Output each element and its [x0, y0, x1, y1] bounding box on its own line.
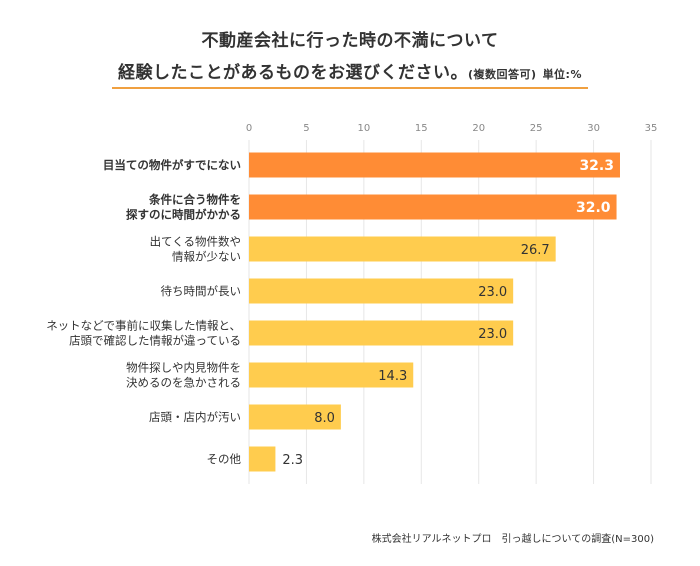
bar-value-label: 2.3: [282, 453, 303, 468]
bar-value-label: 32.3: [579, 158, 614, 174]
source-note: 株式会社リアルネットプロ 引っ越しについての調査(N=300): [371, 534, 654, 545]
title-underline: [112, 87, 588, 89]
bar-value-label: 14.3: [378, 369, 407, 384]
chart-title-line2-text: 経験したことがあるものをお選びください。: [118, 63, 468, 83]
bar: [249, 152, 620, 178]
category-label: 待ち時間が長い: [161, 284, 242, 298]
bar-value-label: 23.0: [478, 327, 507, 342]
category-label: 店頭・店内が汚い: [149, 410, 241, 424]
x-tick-label: 10: [357, 123, 370, 134]
chart-unit-label: 単位:%: [542, 68, 582, 81]
bar: [249, 278, 514, 304]
bar-value-label: 26.7: [521, 243, 550, 258]
bar-value-label: 23.0: [478, 285, 507, 300]
category-label: 情報が少ない: [172, 250, 241, 264]
x-tick-label: 0: [246, 123, 252, 134]
bar: [249, 236, 556, 262]
category-label: 決めるのを急かされる: [126, 376, 241, 390]
chart-title-note: (複数回答可): [468, 68, 537, 81]
x-tick-label: 15: [415, 123, 428, 134]
x-tick-label: 25: [530, 123, 543, 134]
x-tick-label: 30: [587, 123, 600, 134]
category-label: 物件探しや内見物件を: [126, 361, 241, 375]
bar: [249, 320, 514, 346]
bar: [249, 404, 341, 430]
bar: [249, 194, 617, 220]
bar: [249, 362, 414, 388]
x-tick-label: 5: [303, 123, 309, 134]
x-tick-label: 35: [645, 123, 658, 134]
chart-title-line2: 経験したことがあるものをお選びください。(複数回答可) 単位:%: [0, 58, 700, 83]
category-label: 出てくる物件数や: [150, 235, 241, 249]
bar: [249, 446, 276, 472]
chart-title-line1: 不動産会社に行った時の不満について: [201, 31, 499, 51]
category-label: 探すのに時間がかかる: [126, 208, 241, 222]
category-label: その他: [207, 452, 242, 466]
category-label: 目当ての物件がすでにない: [103, 158, 241, 172]
bar-value-label: 8.0: [314, 411, 335, 426]
x-tick-label: 20: [472, 123, 485, 134]
category-label: 条件に合う物件を: [148, 193, 241, 207]
category-label: 店頭で確認した情報が違っている: [69, 334, 241, 348]
bar-value-label: 32.0: [576, 200, 611, 216]
category-label: ネットなどで事前に収集した情報と、: [46, 319, 241, 333]
